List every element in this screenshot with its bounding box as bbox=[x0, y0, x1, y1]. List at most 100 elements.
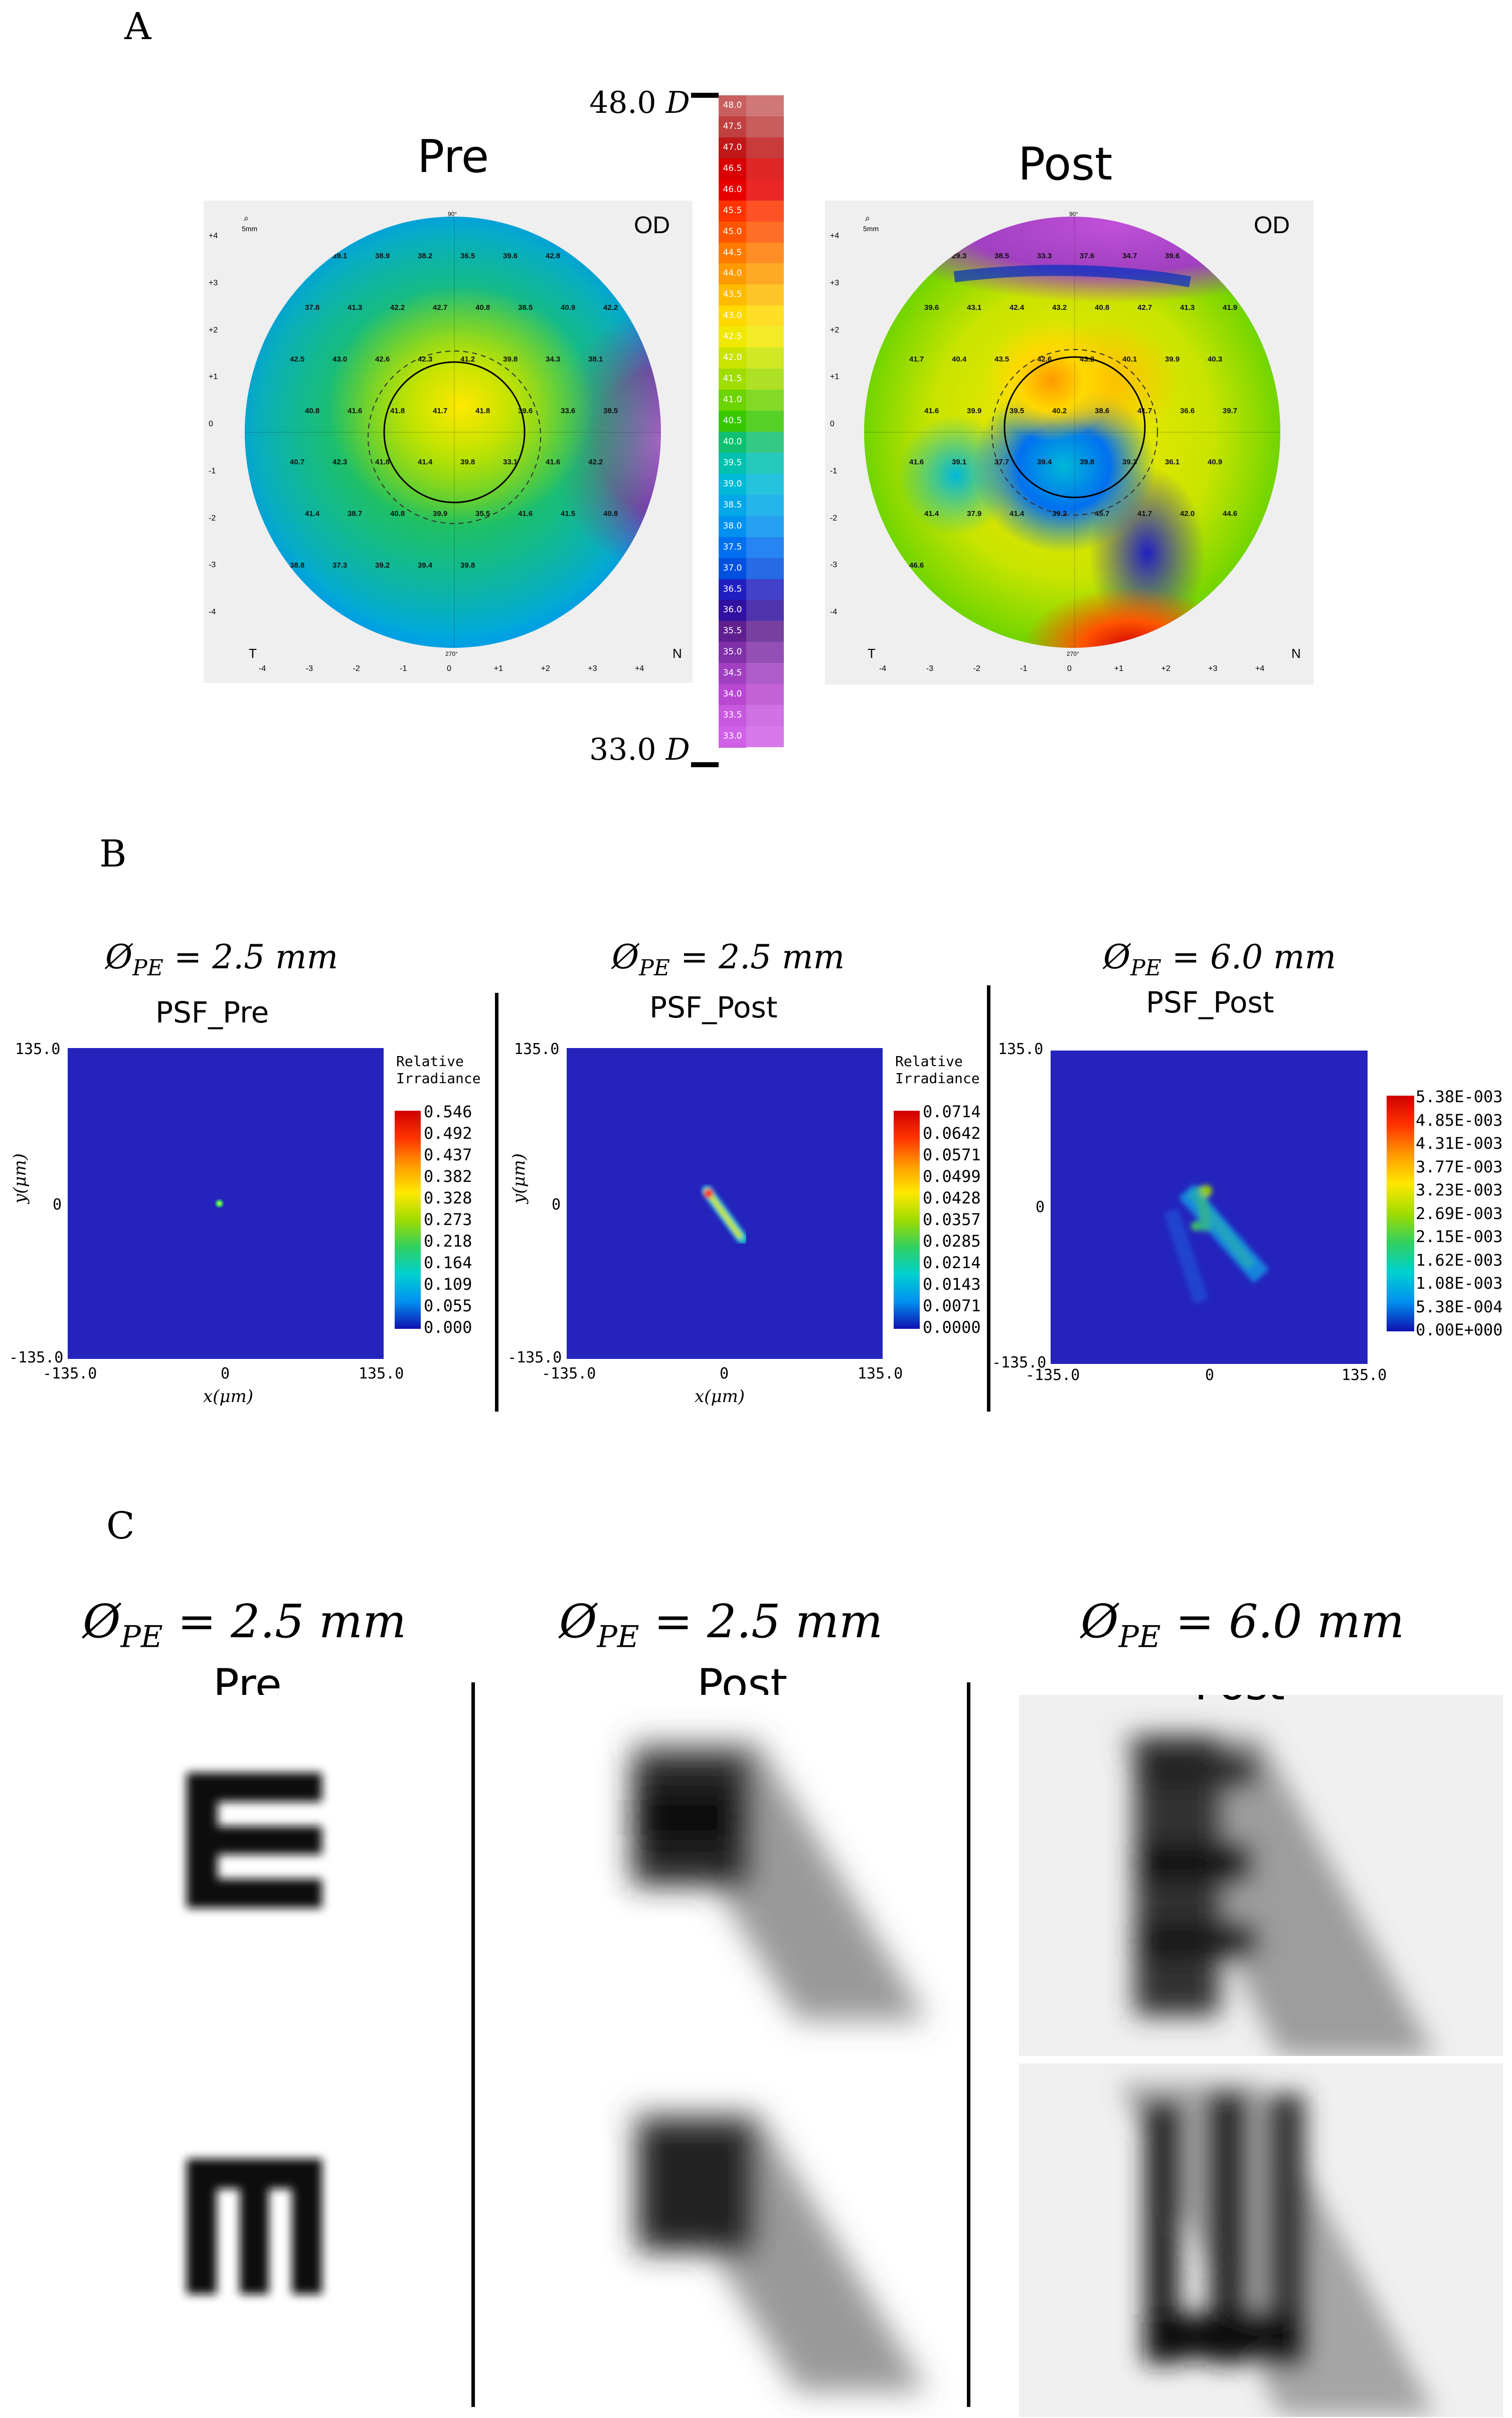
corneal-power-reading: 41.6 bbox=[588, 252, 603, 260]
corneal-power-reading: 37.7 bbox=[994, 458, 1010, 467]
chart-post-60-title: Post bbox=[1195, 1695, 1285, 1710]
x-tick-label: +2 bbox=[1161, 664, 1170, 673]
scale-swatch bbox=[746, 390, 784, 411]
corneal-power-reading: 43.2 bbox=[1080, 355, 1095, 364]
scale-swatch bbox=[746, 284, 784, 306]
chart-post-60-header: ØPE = 6.0 mm bbox=[1081, 1595, 1405, 1655]
corneal-power-reading: 39.3 bbox=[1122, 458, 1137, 467]
scale-value: 39.5 bbox=[719, 452, 746, 474]
y-tick-label: +2 bbox=[209, 325, 218, 334]
corneal-power-reading: 40.7 bbox=[290, 458, 305, 467]
y-tick-label: -1 bbox=[830, 466, 837, 475]
scale-value: 41.5 bbox=[719, 369, 746, 391]
colorbar-tick-label: 0.0071 bbox=[923, 1296, 981, 1315]
psf-post-25-y-top: 135.0 bbox=[514, 1041, 560, 1058]
corneal-power-reading: 41.8 bbox=[475, 406, 490, 415]
psf-pre-image bbox=[68, 1048, 384, 1359]
corneal-power-reading: 41.4 bbox=[924, 509, 939, 519]
panel-c-letter: C bbox=[106, 1504, 135, 1547]
angle-top-label: 90° bbox=[1069, 211, 1079, 218]
scale-value: 35.0 bbox=[719, 642, 746, 664]
corneal-power-reading: 35.5 bbox=[475, 509, 490, 519]
psf-post-60-x-right: 135.0 bbox=[1341, 1366, 1387, 1384]
corneal-power-reading: 41.3 bbox=[348, 303, 363, 312]
eye-label: OD bbox=[1254, 212, 1290, 239]
y-tick-label: +3 bbox=[830, 278, 839, 287]
corneal-power-reading: 42.5 bbox=[290, 355, 305, 364]
colorbar-tick-label: 0.0428 bbox=[923, 1188, 981, 1207]
scale-swatch bbox=[746, 116, 784, 137]
corneal-power-reading: 41.8 bbox=[375, 458, 390, 467]
psf-post-60-title: PSF_Post bbox=[1146, 985, 1274, 1019]
post-60-simulated-rotated-e bbox=[1019, 2063, 1503, 2417]
corneal-power-reading: 40.8 bbox=[1208, 252, 1223, 260]
corneal-power-reading: 40.9 bbox=[561, 303, 576, 312]
y-tick-label: -2 bbox=[830, 513, 837, 523]
corneal-power-reading: 39.8 bbox=[460, 561, 475, 570]
psf-pre-colorbar bbox=[395, 1111, 421, 1329]
corneal-power-reading: 38.9 bbox=[375, 252, 390, 260]
corneal-power-reading: 34.3 bbox=[546, 355, 561, 364]
scale-swatch bbox=[746, 95, 784, 116]
corneal-power-reading: 41.4 bbox=[1010, 509, 1025, 519]
post-readings-layer: 29.8 29.3 38.5 33.3 37.6 34.7 39.6 40.8 39.6 43.1… bbox=[864, 217, 1280, 648]
chart-divider-2 bbox=[967, 1682, 970, 2407]
psf-post-25-xlabel: x(μm) bbox=[695, 1387, 745, 1407]
psf-post-60-header: ØPE = 6.0 mm bbox=[1103, 938, 1336, 981]
pre-cornea-colormap: 39.2 39.1 38.9 38.2 36.5 39.6 42.8 41.6 37.8 41.3… bbox=[245, 217, 661, 648]
colorbar-tick-label: 3.77E-003 bbox=[1416, 1157, 1503, 1176]
corneal-power-reading: 43.0 bbox=[332, 355, 348, 364]
corneal-power-reading: 42.4 bbox=[1010, 303, 1025, 312]
psf-post-60-plot bbox=[1051, 1051, 1368, 1364]
corneal-power-reading: 39.1 bbox=[332, 252, 348, 260]
zoom-icon: ⌕ bbox=[865, 213, 871, 223]
corneal-power-reading: 39.2 bbox=[1052, 509, 1067, 519]
corneal-power-reading: 40.1 bbox=[1122, 355, 1137, 364]
corneal-power-reading: 34.7 bbox=[1122, 252, 1137, 260]
psf-post-25-x-right: 135.0 bbox=[858, 1365, 903, 1383]
corneal-power-reading: 43.5 bbox=[994, 355, 1010, 364]
panel-b-letter: B bbox=[99, 832, 127, 876]
scale-swatch bbox=[746, 263, 784, 285]
corneal-power-reading: 38.2 bbox=[418, 252, 433, 260]
scale-value: 36.5 bbox=[719, 579, 746, 601]
scale-value: 37.5 bbox=[719, 537, 746, 559]
scale-swatch bbox=[746, 221, 784, 243]
angle-bottom-label: 270° bbox=[445, 650, 458, 657]
corneal-power-reading: 40.9 bbox=[1208, 458, 1223, 467]
nasal-label: N bbox=[673, 646, 682, 661]
x-tick-label: +4 bbox=[1255, 664, 1265, 673]
colorbar-tick-label: 0.000 bbox=[424, 1318, 472, 1337]
scale-value: 44.0 bbox=[719, 263, 746, 285]
corneal-power-reading: 41.6 bbox=[909, 458, 924, 467]
corneal-power-reading: 29.8 bbox=[909, 252, 924, 260]
colorbar-tick-label: 0.273 bbox=[424, 1210, 472, 1229]
psf-pre-header: ØPE = 2.5 mm bbox=[105, 938, 339, 981]
psf-post-60-y-top: 135.0 bbox=[998, 1041, 1044, 1058]
psf-post-25-colorbar bbox=[894, 1111, 920, 1329]
colorbar-tick-label: 3.23E-003 bbox=[1416, 1180, 1503, 1199]
colorbar-tick-label: 0.546 bbox=[424, 1102, 472, 1121]
colorbar-tick-label: 5.38E-004 bbox=[1416, 1297, 1503, 1316]
chart-post-25-header: ØPE = 2.5 mm bbox=[559, 1595, 883, 1655]
psf-pre-x-mid: 0 bbox=[221, 1365, 230, 1383]
x-tick-label: +2 bbox=[541, 664, 550, 673]
scale-bottom-label: 33.0 D bbox=[589, 732, 690, 767]
scale-value: 46.5 bbox=[719, 158, 746, 180]
x-tick-label: -3 bbox=[305, 664, 313, 673]
psf-post-60-y-mid: 0 bbox=[1036, 1198, 1045, 1216]
corneal-power-reading: 37.3 bbox=[332, 561, 348, 570]
psf-pre-plot bbox=[68, 1048, 384, 1364]
corneal-power-reading: 42.8 bbox=[546, 252, 561, 260]
y-tick-label: -4 bbox=[830, 608, 837, 616]
corneal-power-reading: 42.6 bbox=[375, 355, 390, 364]
x-tick-label: +3 bbox=[1208, 664, 1218, 673]
scale-value: 33.0 bbox=[719, 726, 746, 748]
corneal-power-reading: 39.9 bbox=[967, 406, 982, 415]
corneal-power-reading: 33.1 bbox=[503, 458, 518, 467]
scale-swatch bbox=[746, 369, 784, 390]
corneal-power-reading: 42.7 bbox=[433, 303, 448, 312]
scale-swatch bbox=[746, 242, 784, 264]
post-cornea-overlay bbox=[864, 217, 1280, 648]
psf-post-25-y-bottom: -135.0 bbox=[508, 1349, 562, 1366]
